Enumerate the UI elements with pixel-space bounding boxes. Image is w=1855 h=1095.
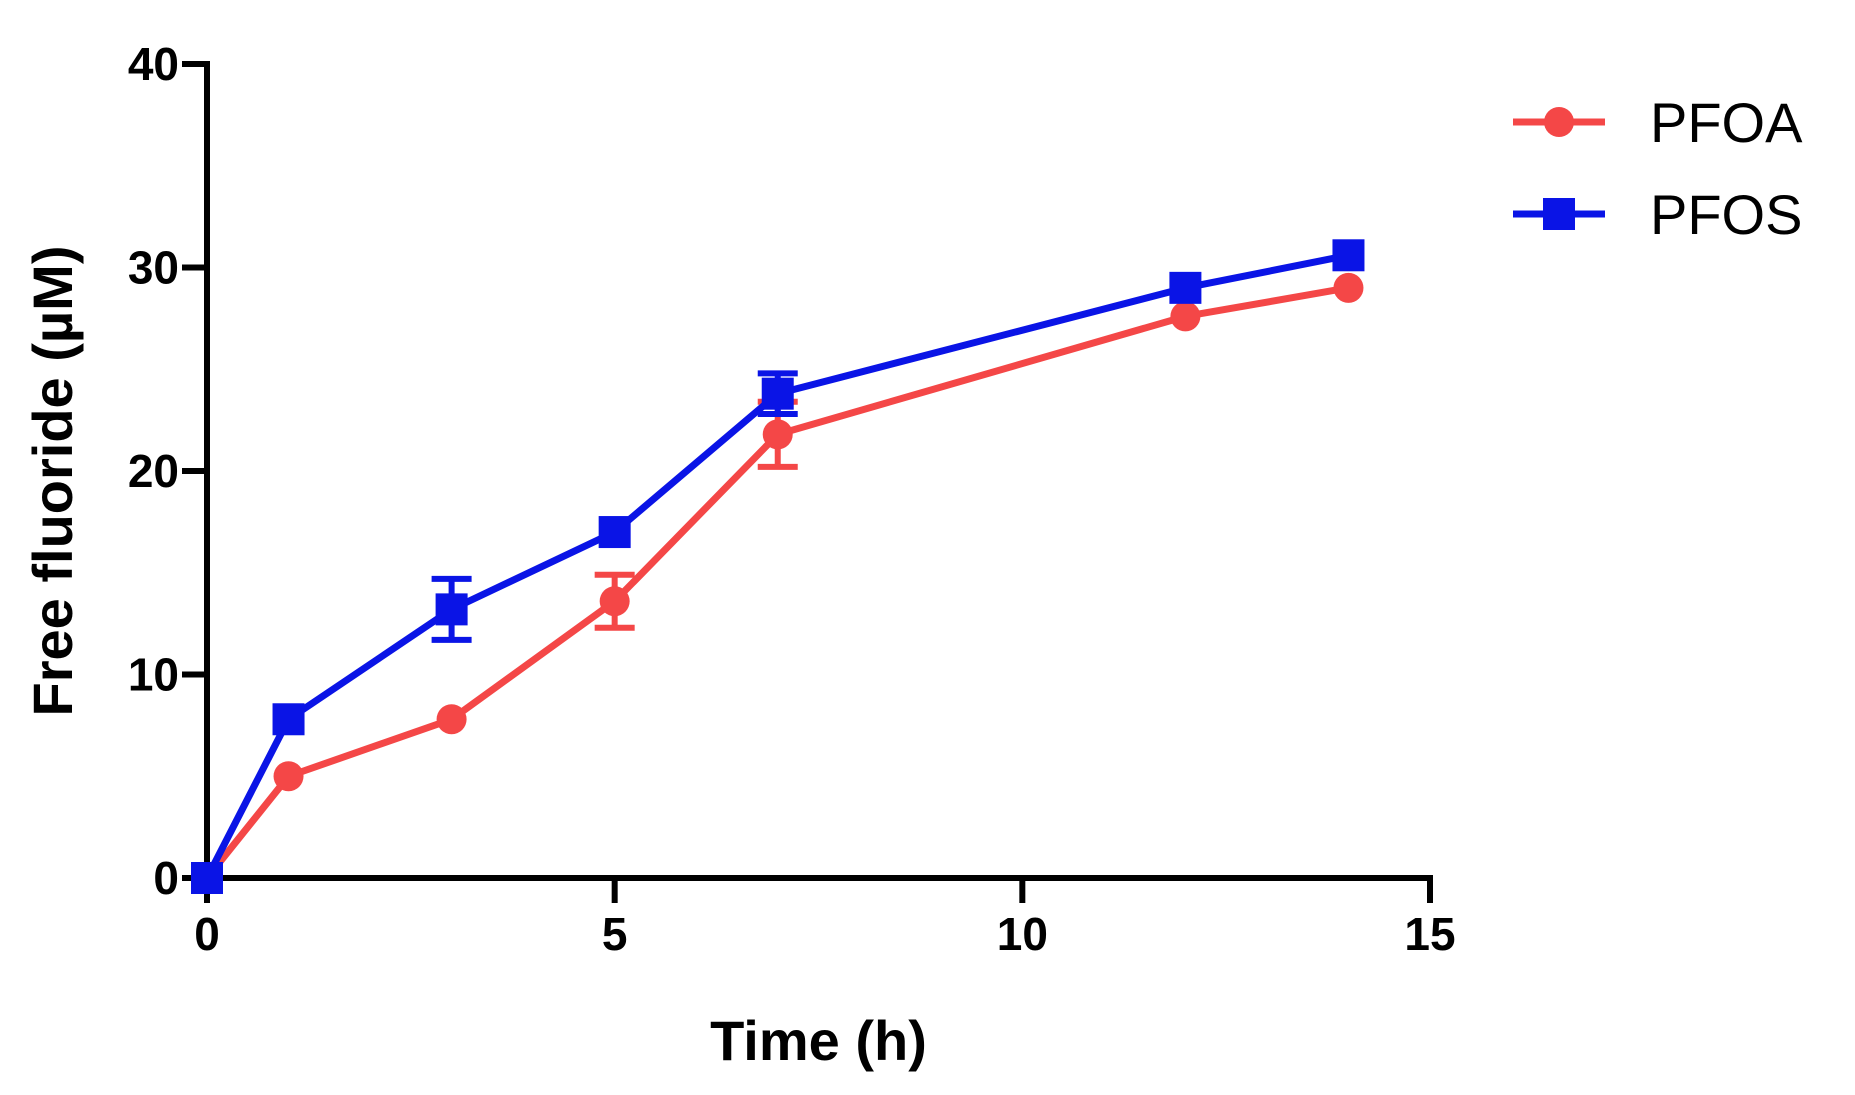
data-point-pfoa [599, 586, 630, 617]
data-point-pfos [598, 516, 631, 549]
data-point-pfos [1169, 271, 1202, 304]
series-pfos [191, 239, 1365, 894]
y-tick-label: 10 [128, 649, 179, 701]
legend: PFOA PFOS [1513, 91, 1803, 246]
x-tick-label: 15 [1404, 908, 1455, 960]
data-point-pfos [191, 862, 223, 894]
legend-item-pfos: PFOS [1513, 183, 1802, 246]
data-point-pfoa [762, 419, 793, 450]
y-axis-title: Free fluoride (µM) [21, 246, 84, 717]
data-point-pfos [272, 703, 305, 736]
legend-item-pfoa: PFOA [1513, 91, 1803, 154]
axes: 0 10 20 30 40 0 5 10 15 Time (h) Free fluoride (µM… [21, 38, 1456, 1072]
data-point-pfos [1332, 239, 1365, 272]
data-point-pfoa [436, 704, 467, 735]
legend-label-pfoa: PFOA [1650, 91, 1803, 154]
legend-marker-pfoa [1544, 107, 1574, 137]
data-point-pfoa [1333, 272, 1364, 303]
x-tick-label: 5 [602, 908, 628, 960]
legend-label-pfos: PFOS [1650, 183, 1802, 246]
data-point-pfos [761, 377, 794, 410]
y-tick-label: 20 [128, 445, 179, 497]
y-tick-label: 0 [153, 852, 179, 904]
data-point-pfoa [273, 761, 304, 792]
legend-marker-pfos [1543, 198, 1575, 230]
y-tick-label: 30 [128, 242, 179, 294]
series-layer [191, 239, 1365, 894]
x-tick-label: 10 [997, 908, 1048, 960]
x-axis-title: Time (h) [710, 1009, 927, 1072]
series-line-pfos [203, 251, 1350, 880]
data-point-pfoa [1170, 301, 1201, 332]
x-tick-label: 0 [194, 908, 220, 960]
data-point-pfos [435, 593, 468, 626]
y-tick-label: 40 [128, 38, 179, 90]
series-pfoa [192, 272, 1364, 893]
